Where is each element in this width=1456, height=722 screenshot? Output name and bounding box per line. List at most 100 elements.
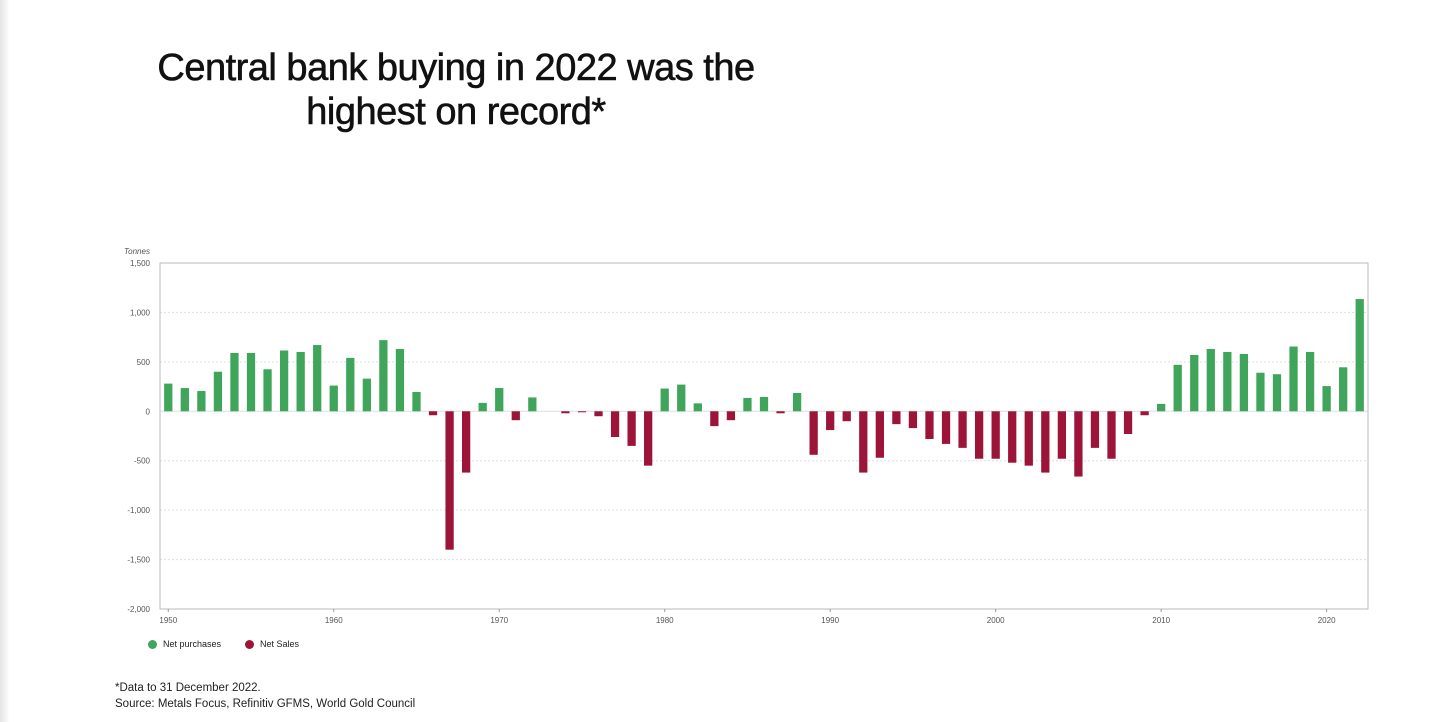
bar-net-purchase-1953 [213, 371, 223, 412]
bar-net-sale-1989 [809, 411, 818, 455]
x-tick-label: 1980 [656, 616, 674, 625]
bar-net-purchase-2010 [1157, 403, 1166, 412]
plot-frame [159, 262, 1369, 610]
bar-net-sale-1992 [859, 411, 868, 473]
bar-net-purchase-1962 [362, 378, 371, 412]
bar-net-purchase-1980 [660, 388, 669, 412]
footnote-data-note: *Data to 31 December 2022. [115, 682, 261, 694]
bar-net-purchase-1969 [478, 402, 487, 412]
bar-net-purchase-1952 [197, 391, 206, 412]
x-tick-label: 2010 [1152, 616, 1170, 625]
bar-net-sale-1991 [842, 411, 851, 422]
bar-net-purchase-2022 [1355, 299, 1364, 412]
legend-label-net-purchases: Net purchases [163, 639, 222, 649]
x-tick-label: 1990 [821, 616, 839, 625]
bar-net-sale-2000 [991, 411, 1000, 459]
bar-net-purchase-1958 [296, 351, 305, 412]
bar-net-purchase-2011 [1173, 364, 1182, 412]
x-tick-label: 2000 [987, 616, 1005, 625]
bar-net-sale-2002 [1024, 411, 1033, 466]
central-bank-gold-chart: Tonnes 1,500 1,000 500 0 -500 -1,000 -1,500 -2,… [124, 247, 1369, 625]
bar-net-sale-2007 [1107, 411, 1116, 459]
bar-net-purchase-2021 [1339, 367, 1348, 412]
bar-net-purchase-1956 [263, 369, 272, 412]
legend-label-net-sales: Net Sales [260, 639, 300, 649]
bar-net-purchase-1988 [792, 393, 802, 412]
bar-net-purchase-2017 [1272, 374, 1282, 412]
bar-net-purchase-1982 [693, 403, 702, 412]
bar-net-purchase-1963 [379, 340, 388, 412]
bar-net-sale-1999 [974, 411, 984, 459]
bar-net-purchase-1961 [346, 357, 355, 412]
x-tick-label: 2020 [1318, 616, 1336, 625]
page-title: Central bank buying in 2022 was the high… [100, 46, 812, 134]
bar-net-purchase-2015 [1239, 353, 1249, 412]
bar-net-purchase-2019 [1305, 351, 1315, 412]
bar-net-purchase-2014 [1223, 351, 1232, 412]
gridlines [160, 311, 1368, 561]
bar-net-sale-2001 [1008, 411, 1017, 463]
bar-net-sale-1996 [925, 411, 934, 439]
x-tick-label: 1970 [490, 616, 508, 625]
chart-legend: Net purchases Net Sales [148, 639, 299, 649]
bar-net-sale-1983 [710, 411, 719, 427]
bar-net-sale-2004 [1057, 411, 1066, 459]
bar-net-sale-1977 [610, 411, 620, 437]
page-edge-shadow [0, 0, 10, 722]
bar-net-purchase-2016 [1256, 372, 1265, 412]
bar-net-purchase-2012 [1190, 354, 1199, 412]
bar-net-sale-1976 [594, 411, 603, 417]
bar-net-sale-1994 [892, 411, 901, 425]
legend-item-net-sales: Net Sales [245, 639, 299, 649]
x-tick-label: 1960 [325, 616, 343, 625]
bar-net-sale-1967 [445, 411, 454, 550]
bar-net-purchase-1972 [528, 397, 537, 412]
y-tick-label: -500 [134, 457, 151, 466]
bar-net-sale-1978 [627, 411, 636, 446]
x-tick-label: 1950 [159, 616, 177, 625]
bar-net-sale-1966 [428, 411, 438, 416]
bar-net-sale-1968 [462, 411, 471, 473]
title-line-2: highest on record* [306, 91, 607, 134]
bar-net-sale-1984 [726, 411, 736, 421]
y-tick-label: 500 [137, 358, 151, 367]
y-tick-label: -1,500 [127, 556, 150, 565]
bar-net-purchase-1964 [395, 349, 405, 412]
bar-net-sale-1997 [941, 411, 951, 444]
bar-net-purchase-2020 [1322, 386, 1331, 412]
bar-net-purchase-1985 [743, 397, 752, 412]
bar-net-sale-1979 [644, 411, 653, 466]
y-tick-label: -2,000 [127, 605, 150, 614]
bar-net-purchase-1951 [180, 388, 189, 412]
bar-net-purchase-1950 [164, 383, 173, 412]
axes: 1,500 1,000 500 0 -500 -1,000 -1,500 -2,000 1950… [127, 259, 1369, 625]
bar-net-sale-1971 [511, 411, 520, 421]
y-tick-label: 1,000 [130, 308, 151, 317]
legend-swatch-net-purchases [148, 639, 157, 649]
footnote: *Data to 31 December 2022. Source: Metal… [115, 680, 415, 712]
bar-net-sale-2009 [1140, 411, 1149, 416]
title-line-1: Central bank buying in 2022 was the [157, 47, 755, 90]
bar-net-sale-2005 [1074, 411, 1083, 477]
bars [164, 299, 1364, 550]
y-tick-label: -1,000 [127, 506, 150, 515]
bar-net-sale-2003 [1041, 411, 1050, 473]
bar-net-purchase-1957 [279, 350, 289, 412]
bar-net-purchase-1960 [329, 385, 338, 412]
bar-net-purchase-1965 [412, 392, 421, 412]
legend-item-net-purchases: Net purchases [148, 639, 221, 649]
bar-net-purchase-1986 [759, 396, 769, 412]
footnote-source: Source: Metals Focus, Refinitiv GFMS, Wo… [115, 698, 416, 710]
bar-net-sale-1987 [776, 411, 785, 414]
bar-net-purchase-2013 [1206, 349, 1215, 412]
bar-net-purchase-1981 [677, 384, 686, 412]
bar-net-sale-2008 [1123, 411, 1133, 435]
bar-net-purchase-1955 [246, 352, 256, 412]
bar-net-purchase-2018 [1289, 346, 1298, 412]
bar-net-sale-1993 [875, 411, 884, 458]
y-tick-label: 0 [146, 407, 151, 416]
legend-swatch-net-sales [245, 639, 255, 649]
bar-net-purchase-1959 [313, 345, 322, 412]
bar-net-sale-1990 [826, 411, 835, 431]
y-axis-label: Tonnes [124, 247, 150, 256]
